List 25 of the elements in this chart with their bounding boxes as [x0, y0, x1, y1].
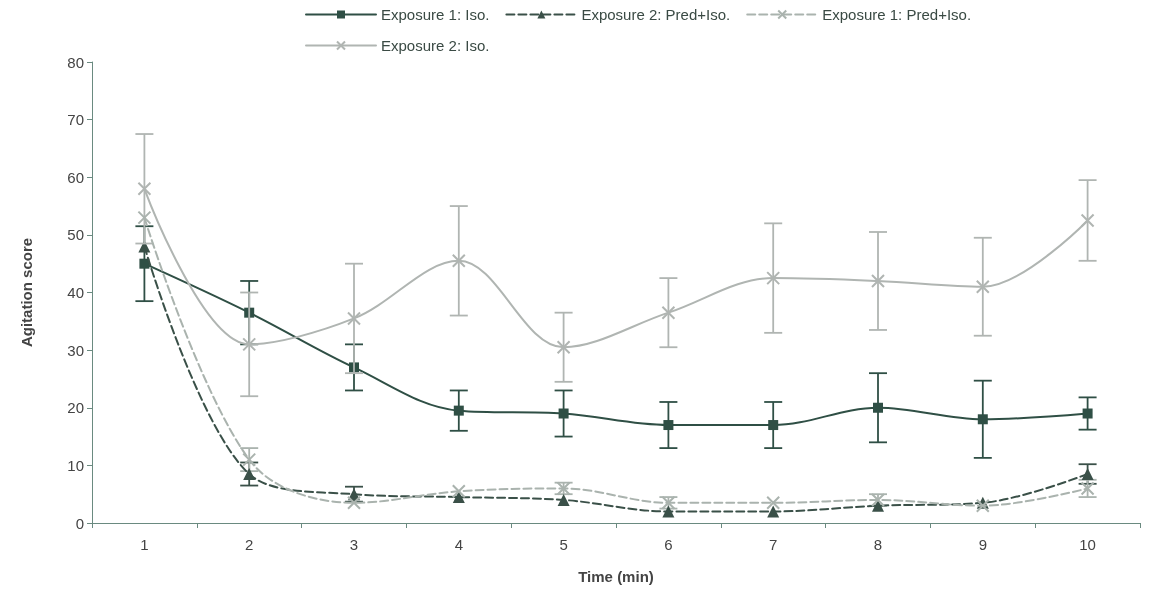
x-tick-label: 10: [1079, 536, 1096, 553]
y-tick-label: 50: [67, 226, 84, 244]
y-tick-label: 60: [67, 168, 84, 186]
y-tick-label: 30: [67, 341, 84, 359]
legend-label: Exposure 1: Iso.: [381, 6, 490, 23]
x-tick-label: 7: [769, 536, 778, 553]
x-tick-label: 2: [245, 536, 254, 553]
y-tick-label: 80: [67, 53, 84, 71]
y-tick-label: 20: [67, 399, 84, 417]
x-tick-label: 6: [664, 536, 673, 553]
legend-label: Exposure 2: Pred+Iso.: [581, 6, 731, 23]
x-tick-label: 1: [140, 536, 149, 553]
x-tick-label: 9: [978, 536, 987, 553]
y-tick-label: 10: [67, 456, 84, 474]
x-tick-label: 4: [454, 536, 463, 553]
x-tick-label: 8: [873, 536, 883, 553]
x-axis-title: Time (min): [578, 568, 654, 585]
x-tick-label: 3: [349, 536, 359, 553]
x-tick-label: 5: [559, 536, 568, 553]
y-tick-label: 70: [67, 111, 84, 129]
legend-label: Exposure 2: Iso.: [381, 37, 490, 54]
y-tick-label: 40: [67, 284, 84, 301]
y-tick-label: 0: [75, 514, 84, 532]
legend-label: Exposure 1: Pred+Iso.: [822, 6, 972, 23]
y-axis-title: Agitation score: [18, 237, 35, 348]
